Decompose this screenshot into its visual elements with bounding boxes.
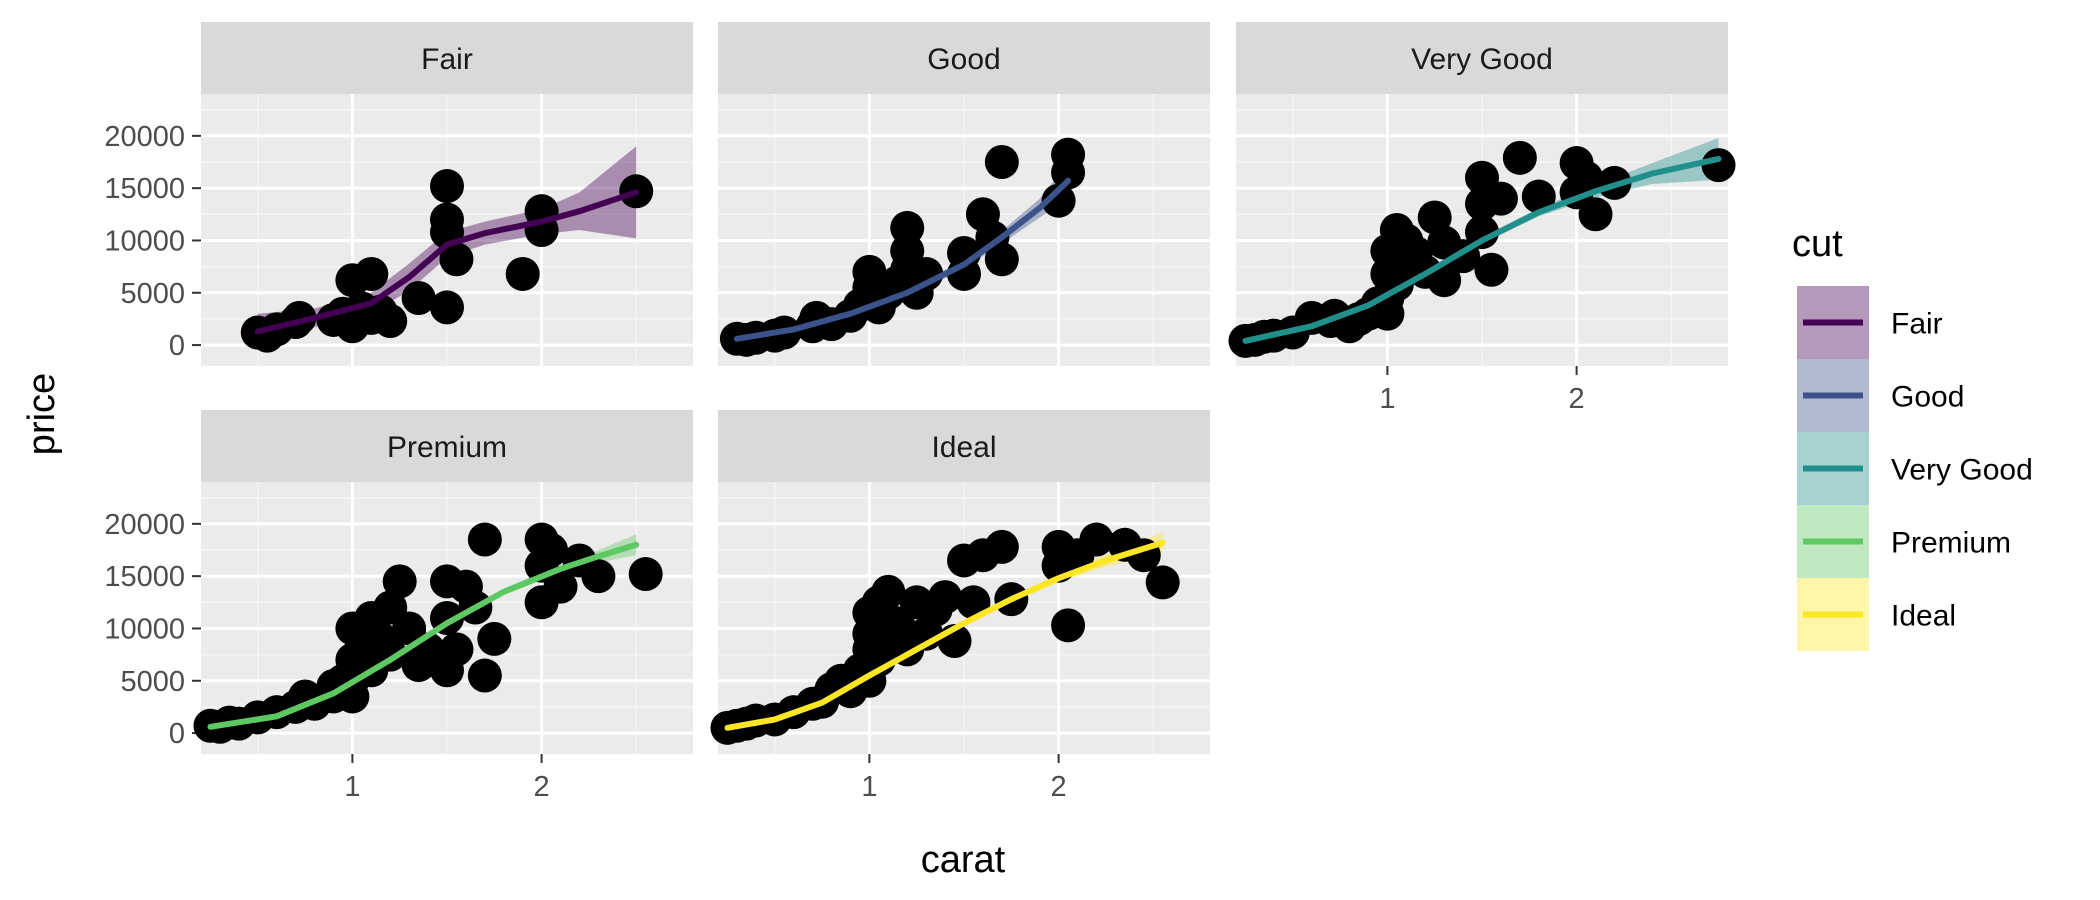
data-point	[373, 304, 408, 339]
y-tick-label: 15000	[104, 173, 185, 205]
legend-item-premium: Premium	[1797, 505, 2011, 578]
facet-strip-label: Premium	[387, 431, 507, 464]
legend-label: Good	[1891, 381, 1964, 414]
data-point	[430, 290, 464, 325]
data-point	[543, 569, 578, 604]
data-point	[984, 529, 1019, 564]
x-tick-label: 1	[344, 771, 360, 803]
data-point	[1370, 296, 1405, 331]
facet-strip	[201, 22, 693, 94]
facet-strip-label: Very Good	[1411, 43, 1553, 76]
data-point	[505, 256, 540, 291]
data-point	[1145, 565, 1180, 600]
data-point	[382, 564, 417, 599]
data-point	[628, 557, 663, 592]
data-point	[581, 559, 616, 594]
data-point	[477, 621, 512, 656]
data-point	[1521, 179, 1556, 214]
legend-item-ideal: Ideal	[1797, 578, 1956, 651]
data-point	[928, 580, 963, 615]
x-tick-label: 2	[534, 771, 550, 803]
data-point	[1569, 160, 1604, 195]
facet-strip-label: Ideal	[931, 431, 996, 464]
y-tick-label: 10000	[104, 613, 185, 645]
facet-panel-premium: Premium 0 5000 10000 15000 20000 1 2	[104, 410, 693, 803]
data-point	[1079, 522, 1114, 557]
data-point	[1578, 197, 1613, 232]
facet-strip	[1236, 22, 1728, 94]
x-tick-label: 1	[861, 771, 877, 803]
data-point	[1427, 263, 1462, 298]
data-point	[354, 256, 389, 291]
facet-strip	[718, 22, 1210, 94]
facet-panel-very-good: Very Good 1 2	[1228, 22, 1736, 415]
data-point	[1474, 252, 1509, 287]
data-point	[1051, 608, 1086, 643]
y-tick-label: 5000	[120, 278, 185, 310]
y-tick-label: 5000	[120, 666, 185, 698]
legend-label: Ideal	[1891, 600, 1956, 633]
legend-item-very-good: Very Good	[1797, 432, 2033, 505]
x-axis-title: carat	[921, 839, 1006, 881]
data-point	[1051, 155, 1086, 190]
facet-panel-ideal: Ideal 1 2	[710, 410, 1210, 803]
legend-item-fair: Fair	[1797, 286, 1943, 359]
x-tick-label: 1	[1379, 383, 1395, 415]
data-point	[439, 242, 474, 277]
data-point	[401, 281, 436, 315]
legend-title: cut	[1792, 223, 1843, 265]
legend-label: Premium	[1891, 527, 2011, 560]
facet-strip	[201, 410, 693, 482]
y-tick-label: 0	[169, 718, 185, 750]
data-point	[439, 632, 474, 667]
y-tick-label: 10000	[104, 225, 185, 257]
data-point	[1701, 148, 1736, 183]
data-point	[1502, 140, 1537, 175]
data-point	[430, 169, 464, 204]
legend: Fair Good Very Good Premium Ideal	[1797, 286, 2033, 651]
data-point	[984, 145, 1019, 179]
legend-label: Fair	[1891, 308, 1943, 341]
data-point	[871, 574, 906, 609]
y-tick-label: 0	[169, 330, 185, 362]
data-point	[467, 522, 502, 557]
x-tick-label: 2	[1051, 771, 1067, 803]
data-point	[467, 658, 502, 693]
y-tick-label: 15000	[104, 561, 185, 593]
facet-strip	[718, 410, 1210, 482]
legend-label: Very Good	[1891, 454, 2033, 487]
legend-item-good: Good	[1797, 359, 1964, 432]
y-tick-label: 20000	[104, 121, 185, 153]
smooth-line	[254, 189, 640, 335]
smooth-line	[724, 539, 1166, 731]
data-point	[984, 242, 1019, 277]
data-point	[1483, 181, 1518, 216]
facet-strip-label: Good	[927, 43, 1000, 76]
data-point	[1465, 215, 1499, 250]
y-axis-title: price	[21, 373, 63, 455]
smooth-line	[207, 541, 640, 730]
smooth-line	[1242, 155, 1722, 344]
data-point	[890, 233, 925, 268]
data-point	[534, 533, 569, 567]
y-tick-label: 20000	[104, 509, 185, 541]
facet-strip-label: Fair	[421, 43, 473, 76]
facet-panel-good: Good	[718, 22, 1210, 366]
facet-panel-fair: Fair 0 5000 10000 15000 20000	[104, 22, 693, 366]
x-tick-label: 2	[1569, 383, 1585, 415]
smooth-line	[733, 177, 1072, 342]
data-point	[1041, 183, 1076, 218]
